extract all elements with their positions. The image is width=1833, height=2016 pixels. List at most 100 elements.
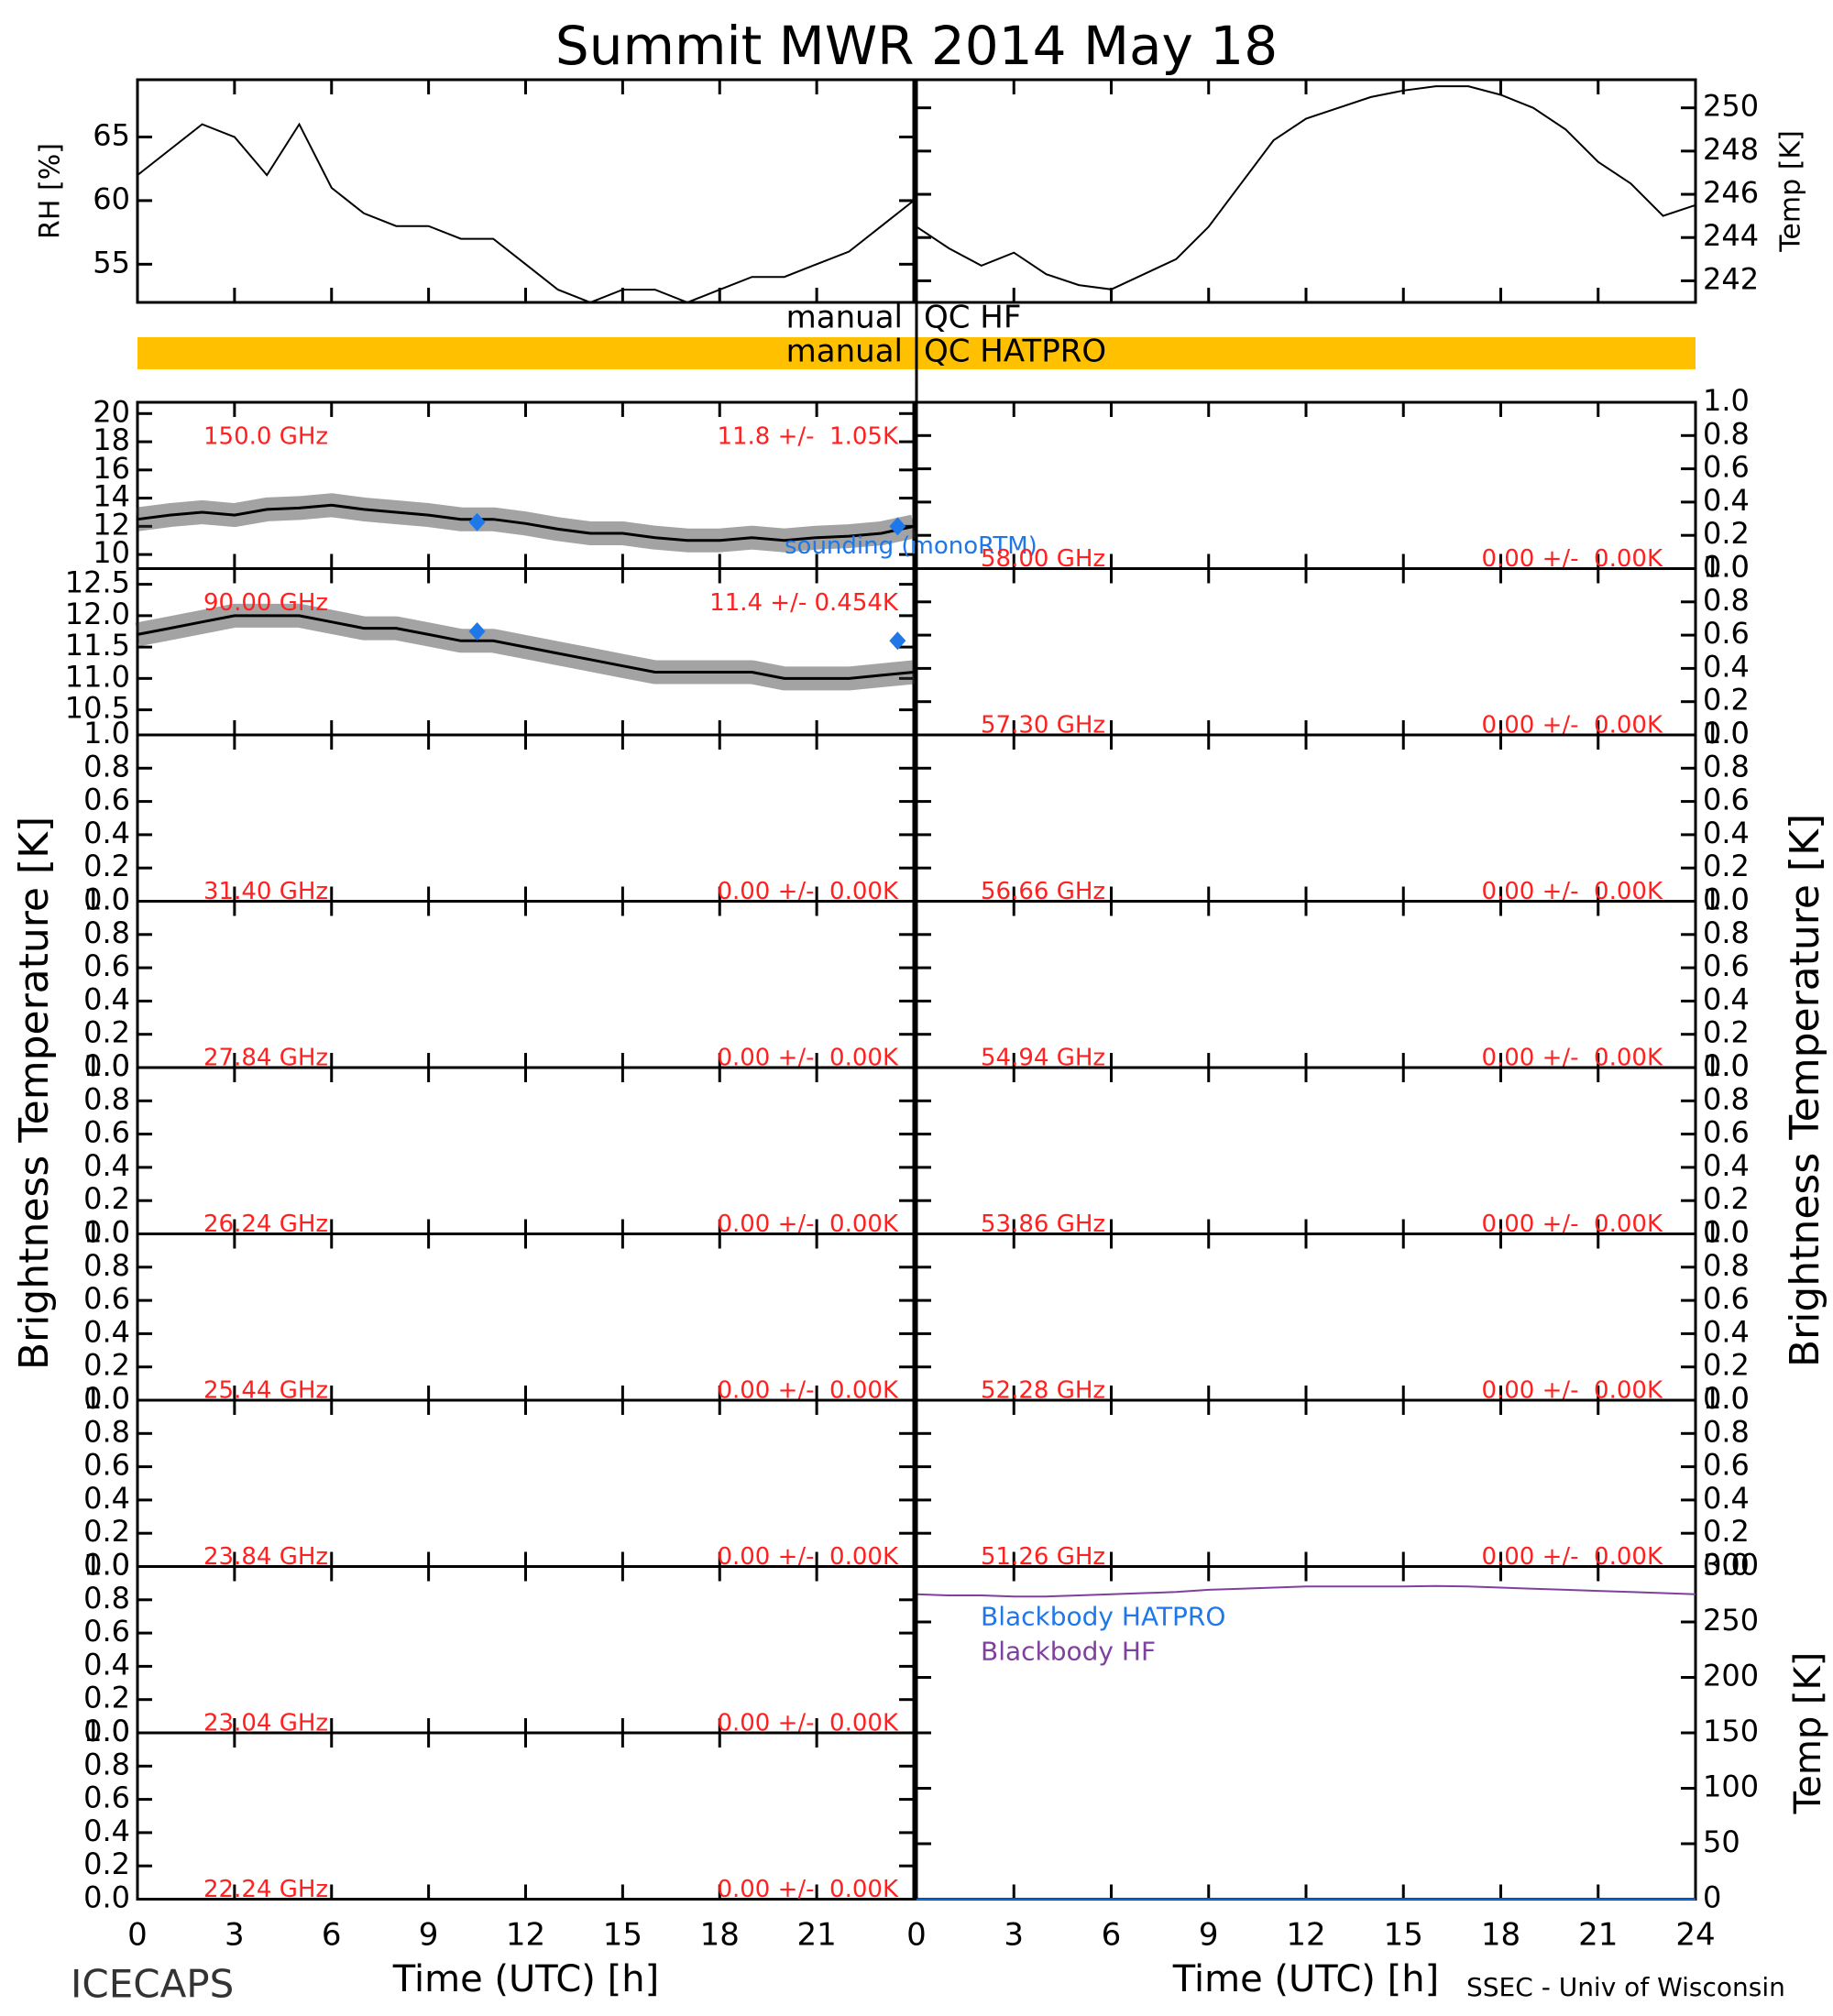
y-tick-label: 0.4 xyxy=(1703,649,1750,684)
x-tick-label: 12 xyxy=(506,1917,545,1954)
y-tick-label: 1.0 xyxy=(83,716,130,751)
y-tick-label: 246 xyxy=(1703,175,1759,210)
y-tick-label: 0.4 xyxy=(83,1481,130,1516)
y-tick-label: 18 xyxy=(93,422,130,457)
y-tick-label: 1.0 xyxy=(83,1548,130,1583)
x-tick-label: 15 xyxy=(1384,1917,1423,1954)
y-tick-label: 200 xyxy=(1703,1659,1759,1693)
panel-frame xyxy=(136,1398,916,1568)
y-tick-label: 0.2 xyxy=(83,1348,130,1383)
x-tick-label: 24 xyxy=(1675,1917,1715,1954)
y-tick-label: 0.2 xyxy=(1703,1514,1750,1549)
y-tick-label: 0.8 xyxy=(83,915,130,950)
panel-frame xyxy=(915,733,1697,903)
y-tick-label: 0.0 xyxy=(1703,882,1750,917)
y-tick-label: 0.6 xyxy=(83,948,130,983)
y-tick-label: 0.2 xyxy=(83,1846,130,1881)
panel-frame xyxy=(915,1233,1697,1402)
y-axis-label: RH [%] xyxy=(35,143,67,239)
frequency-label: 150.0 GHz xyxy=(203,423,328,451)
y-tick-label: 20 xyxy=(93,394,130,429)
y-tick-label: 0.6 xyxy=(83,783,130,817)
y-tick-label: 150 xyxy=(1703,1714,1759,1748)
y-tick-label: 0.4 xyxy=(83,981,130,1016)
panel-frame xyxy=(136,1731,916,1901)
y-tick-label: 0.2 xyxy=(83,849,130,883)
x-tick-label: 3 xyxy=(1004,1917,1024,1954)
y-tick-label: 0.4 xyxy=(83,1314,130,1349)
y-tick-label: 1.0 xyxy=(1703,1215,1750,1250)
x-axis-label: Time (UTC) [h] xyxy=(1172,1958,1439,2000)
sounding-marker xyxy=(889,631,906,651)
y-tick-label: 10 xyxy=(93,535,130,570)
y-tick-label: 0.8 xyxy=(83,1248,130,1283)
x-tick-label: 21 xyxy=(1578,1917,1618,1954)
y-tick-label: 0.2 xyxy=(1703,683,1750,718)
y-tick-label: 0.6 xyxy=(83,1281,130,1316)
stats-label: 11.8 +/- 1.05K xyxy=(717,423,899,451)
y-tick-label: 250 xyxy=(1703,1603,1759,1638)
stats-label: 11.4 +/- 0.454K xyxy=(709,589,899,617)
qc-flag: QC HF xyxy=(924,300,1021,336)
y-tick-label: 0.8 xyxy=(1703,583,1750,618)
panel-frame xyxy=(136,1565,916,1735)
y-tick-label: 0.8 xyxy=(83,1747,130,1781)
data-line xyxy=(137,503,915,542)
y-tick-label: 0.4 xyxy=(83,1148,130,1183)
x-tick-label: 21 xyxy=(796,1917,836,1954)
y-tick-label: 0.6 xyxy=(1703,616,1750,651)
y-tick-label: 1.0 xyxy=(83,882,130,917)
y-tick-label: 0.4 xyxy=(1703,483,1750,518)
y-tick-label: 12 xyxy=(93,507,130,542)
y-tick-label: 1.0 xyxy=(1703,882,1750,917)
x-tick-label: 6 xyxy=(322,1917,342,1954)
y-tick-label: 16 xyxy=(93,451,130,486)
y-tick-label: 244 xyxy=(1703,218,1759,253)
y-tick-label: 1.0 xyxy=(83,1215,130,1250)
y-tick-label: 0.0 xyxy=(1703,1381,1750,1416)
y-tick-label: 0.8 xyxy=(83,1414,130,1449)
chart-title: Summit MWR 2014 May 18 xyxy=(555,15,1278,77)
y-tick-label: 0.8 xyxy=(1703,416,1750,451)
y-tick-label: 11.0 xyxy=(65,659,130,694)
y-tick-label: 0.6 xyxy=(83,1448,130,1483)
x-tick-label: 9 xyxy=(1199,1917,1219,1954)
y-tick-label: 0.2 xyxy=(1703,1348,1750,1383)
y-tick-label: 0.0 xyxy=(83,1880,130,1915)
x-tick-label: 3 xyxy=(225,1917,245,1954)
y-tick-label: 300 xyxy=(1703,1548,1759,1583)
y-tick-label: 50 xyxy=(1703,1824,1740,1859)
legend-entry: Blackbody HF xyxy=(981,1637,1156,1667)
y-tick-label: 0 xyxy=(1703,1880,1721,1915)
x-tick-label: 0 xyxy=(906,1917,927,1954)
y-tick-label: 65 xyxy=(93,117,130,152)
side-label: Brightness Temperature [K] xyxy=(1782,814,1828,1367)
x-tick-label: 0 xyxy=(127,1917,148,1954)
y-tick-label: 12.0 xyxy=(65,597,130,631)
frequency-label: 22.24 GHz xyxy=(203,1876,328,1903)
y-tick-label: 0.4 xyxy=(83,816,130,850)
y-tick-label: 1.0 xyxy=(1703,716,1750,751)
frequency-label: 90.00 GHz xyxy=(203,589,328,617)
y-tick-label: 1.0 xyxy=(83,1048,130,1083)
y-tick-label: 1.0 xyxy=(1703,383,1750,418)
y-tick-label: 0.2 xyxy=(1703,1015,1750,1050)
y-tick-label: 0.6 xyxy=(1703,1281,1750,1316)
side-label: Brightness Temperature [K] xyxy=(11,816,58,1370)
y-tick-label: 0.4 xyxy=(1703,1314,1750,1349)
y-tick-label: 0.8 xyxy=(1703,1414,1750,1449)
y-axis-label: Temp [K] xyxy=(1787,1652,1829,1815)
qc-label: manual xyxy=(786,300,903,336)
y-tick-label: 0.2 xyxy=(83,1514,130,1549)
y-tick-label: 0.6 xyxy=(1703,450,1750,485)
data-line xyxy=(137,122,915,304)
sounding-marker xyxy=(468,512,486,531)
stats-label: 0.00 +/- 0.00K xyxy=(717,1876,899,1903)
y-tick-label: 0.8 xyxy=(83,749,130,783)
y-tick-label: 0.4 xyxy=(1703,981,1750,1016)
y-tick-label: 14 xyxy=(93,479,130,514)
y-tick-label: 100 xyxy=(1703,1769,1759,1804)
y-tick-label: 0.2 xyxy=(83,1181,130,1216)
y-tick-label: 0.0 xyxy=(83,1548,130,1583)
